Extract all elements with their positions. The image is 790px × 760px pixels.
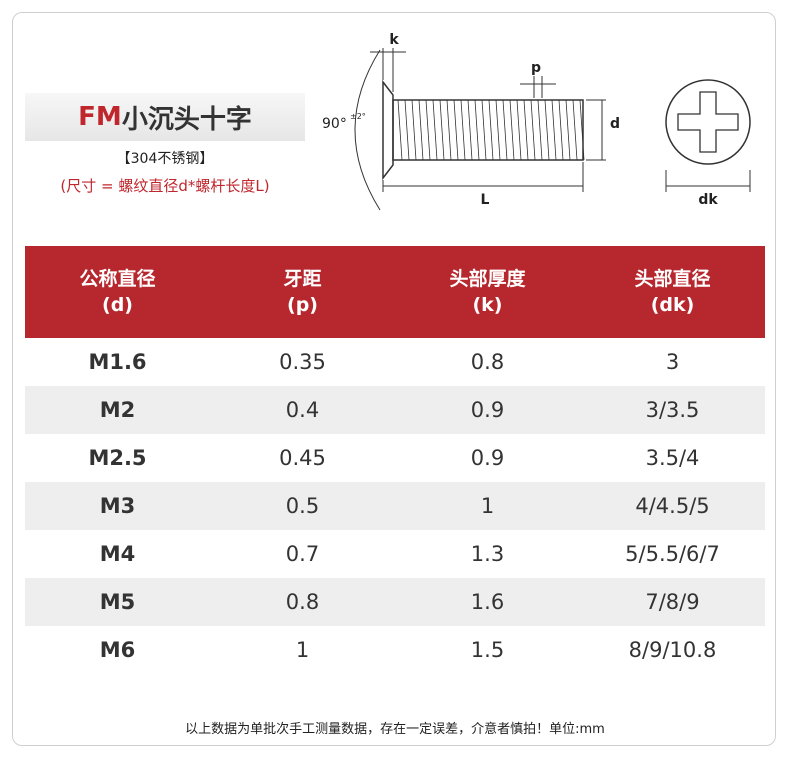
thread-line: [516, 99, 522, 161]
screw-diagram: k p d L dk 90° ±2°: [322, 32, 751, 211]
thread-line: [418, 99, 424, 161]
table-cell: M4: [99, 542, 136, 566]
thread-line: [565, 99, 571, 161]
thread-line: [537, 99, 543, 161]
label-angle: 90°: [322, 116, 347, 132]
table-cell: M1.6: [88, 350, 147, 374]
thread-line: [432, 99, 438, 161]
thread-line: [544, 99, 550, 161]
thread-line: [453, 99, 459, 161]
table-cell: 1.5: [470, 638, 505, 662]
table-cell: 0.45: [279, 446, 326, 470]
table-row: M2 0.4 0.9 3/3.5: [25, 386, 765, 434]
table-cell: M5: [99, 590, 136, 614]
thread-line: [579, 99, 585, 161]
table-row: M3 0.5 1 4/4.5/5: [25, 482, 765, 530]
spec-table: 公称直径 (d) 牙距 (p) 头部厚度 (k) 头部直径 (dk) M1.6 0.35 0.8 3 M…: [25, 246, 765, 674]
table-cell: 1.3: [470, 542, 505, 566]
table-cell: M2: [99, 398, 136, 422]
table-cell: M2.5: [88, 446, 147, 470]
thread-line: [446, 99, 452, 161]
thread-line: [488, 99, 494, 161]
thread-line: [558, 99, 564, 161]
thread-line: [467, 99, 473, 161]
thread-line: [523, 99, 529, 161]
table-cell: 5/5.5/6/7: [625, 542, 720, 566]
table-row: M6 1 1.5 8/9/10.8: [25, 626, 765, 674]
thread-line: [397, 99, 403, 161]
thread-line: [474, 99, 480, 161]
header-text: (k): [472, 294, 503, 316]
table-cell: 3/3.5: [645, 398, 700, 422]
table-cell: M6: [99, 638, 136, 662]
footer-note: 以上数据为单批次手工测量数据，存在一定误差，介意者慎拍！单位:mm: [185, 722, 605, 737]
thread-line: [495, 99, 501, 161]
thread-line: [404, 99, 410, 161]
header-text: (p): [287, 294, 318, 316]
table-cell: 3: [665, 350, 680, 374]
title: 小沉头十字: [121, 104, 252, 135]
table-cell: 0.5: [285, 494, 320, 518]
header-text: 头部厚度: [449, 268, 526, 290]
table-cell: 0.9: [470, 398, 505, 422]
frame: [12, 12, 776, 746]
thread-line: [425, 99, 431, 161]
table-cell: 7/8/9: [645, 590, 700, 614]
label-p: p: [531, 60, 541, 76]
header-text: 牙距: [283, 268, 322, 290]
header-cell: 头部厚度 (k): [395, 246, 580, 338]
table-cell: 0.9: [470, 446, 505, 470]
table-cell: 8/9/10.8: [628, 638, 717, 662]
label-l: L: [481, 192, 490, 208]
thread-line: [509, 99, 515, 161]
label-tolerance: ±2°: [350, 112, 366, 121]
table-cell: 0.7: [285, 542, 320, 566]
thread-line: [551, 99, 557, 161]
table-cell: M3: [99, 494, 136, 518]
table-row: M5 0.8 1.6 7/8/9: [25, 578, 765, 626]
table-cell: 1: [295, 638, 310, 662]
thread-line: [530, 99, 536, 161]
table-cell: 0.8: [470, 350, 505, 374]
table-cell: 0.8: [285, 590, 320, 614]
header-text: 头部直径: [634, 268, 711, 290]
thread-line: [411, 99, 417, 161]
table-row: M2.5 0.45 0.9 3.5/4: [25, 434, 765, 482]
table-cell: 0.4: [285, 398, 320, 422]
label-k: k: [389, 32, 399, 48]
table-cell: 4/4.5/5: [635, 494, 710, 518]
table-cell: 3.5/4: [645, 446, 700, 470]
header-cell: 牙距 (p): [210, 246, 395, 338]
label-d: d: [610, 116, 620, 132]
header-row: 公称直径 (d) 牙距 (p) 头部厚度 (k) 头部直径 (dk): [25, 246, 765, 338]
size-note: (尺寸 = 螺纹直径d*螺杆长度L): [60, 177, 270, 195]
thread-line: [481, 99, 487, 161]
table-row: M1.6 0.35 0.8 3: [25, 338, 765, 386]
table-cell: 1: [480, 494, 495, 518]
thread-line: [502, 99, 508, 161]
table-row: M4 0.7 1.3 5/5.5/6/7: [25, 530, 765, 578]
table-cell: 1.6: [470, 590, 505, 614]
header-cell: 头部直径 (dk): [580, 246, 765, 338]
table-cell: 0.35: [279, 350, 326, 374]
title-prefix: FM: [78, 102, 122, 132]
thread-line: [572, 99, 578, 161]
header-cell: 公称直径 (d): [25, 246, 210, 338]
header-text: (d): [102, 294, 133, 316]
thread-line: [460, 99, 466, 161]
label-dk: dk: [698, 192, 718, 208]
title-box: FM 小沉头十字: [25, 93, 305, 141]
header-text: 公称直径: [79, 268, 156, 290]
header-text: (dk): [650, 294, 695, 316]
material: 【304不锈钢】: [116, 151, 214, 167]
thread-line: [439, 99, 445, 161]
